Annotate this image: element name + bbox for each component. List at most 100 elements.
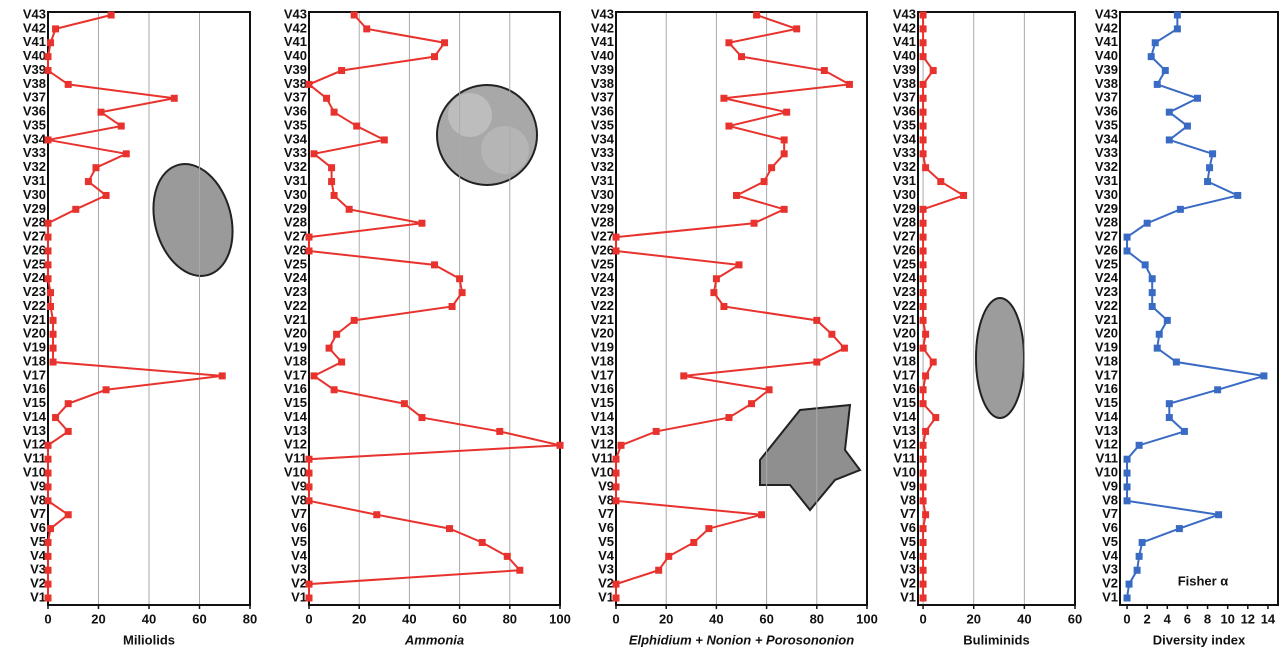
y-tick-label: V31 [1095, 173, 1118, 188]
y-tick-label: V30 [23, 187, 46, 202]
y-tick-label: V11 [894, 451, 916, 466]
y-tick-label: V37 [893, 90, 916, 105]
x-tick-label: 80 [810, 611, 824, 626]
data-point [44, 67, 52, 75]
y-tick-label: V41 [893, 34, 916, 49]
y-tick-label: V5 [1102, 534, 1118, 549]
plot-frame [615, 11, 868, 606]
y-tick-label: V21 [591, 312, 614, 327]
y-tick-label: V37 [284, 90, 307, 105]
y-tick-label: V42 [893, 20, 916, 35]
y-tick-label: V12 [1095, 437, 1118, 452]
data-point [47, 289, 55, 297]
series-line [1126, 15, 1265, 599]
data-point [1135, 552, 1143, 560]
data-point [44, 566, 52, 574]
y-tick-label: V31 [893, 173, 916, 188]
y-tick-label: V7 [900, 506, 916, 521]
data-point [305, 247, 313, 255]
data-point [64, 400, 72, 408]
data-point [1173, 25, 1181, 33]
data-point [612, 594, 620, 602]
y-tick-label: V19 [1095, 340, 1118, 355]
y-tick-label: V13 [284, 423, 307, 438]
data-point [328, 164, 336, 172]
data-point [919, 94, 927, 102]
y-tick-label: V41 [284, 34, 307, 49]
y-tick-label: V3 [1102, 562, 1118, 577]
y-tick-label: V31 [23, 173, 46, 188]
y-tick-label: V36 [591, 104, 614, 119]
data-point [725, 122, 733, 130]
y-tick-label: V34 [893, 131, 917, 146]
data-point [305, 233, 313, 241]
data-point [328, 178, 336, 186]
data-point [44, 136, 52, 144]
y-tick-label: V20 [23, 326, 46, 341]
y-tick-label: V6 [30, 520, 46, 535]
x-tick-label: 20 [91, 611, 105, 626]
y-tick-label: V28 [893, 215, 916, 230]
y-tick-label: V6 [291, 520, 307, 535]
y-tick-label: V31 [284, 173, 307, 188]
data-point [363, 25, 371, 33]
y-tick-label: V20 [1095, 326, 1118, 341]
data-point [305, 455, 313, 463]
data-point [1165, 108, 1173, 116]
data-point [1260, 372, 1268, 380]
ammonia-chamber [448, 93, 492, 137]
y-tick-label: V35 [284, 117, 307, 132]
y-tick-label: V39 [591, 62, 614, 77]
data-point [780, 205, 788, 213]
y-tick-label: V15 [1095, 395, 1118, 410]
x-tick-label: 14 [1261, 611, 1276, 626]
data-point [1183, 122, 1191, 130]
data-point [1214, 386, 1222, 394]
data-point [1180, 427, 1188, 435]
data-point [330, 108, 338, 116]
data-point [1155, 330, 1163, 338]
data-point [338, 358, 346, 366]
data-point [738, 53, 745, 61]
data-point [431, 53, 438, 61]
y-tick-label: V32 [23, 159, 46, 174]
y-tick-label: V2 [291, 576, 307, 591]
y-tick-label: V15 [23, 395, 46, 410]
data-point [44, 469, 52, 477]
x-tick-label: 100 [856, 611, 878, 626]
data-point [937, 178, 945, 186]
data-point [919, 497, 927, 505]
data-point [431, 261, 438, 269]
data-point [1123, 497, 1131, 505]
y-tick-label: V28 [1095, 215, 1118, 230]
data-point [305, 497, 313, 505]
data-point [919, 552, 927, 560]
data-point [612, 497, 620, 505]
y-tick-label: V1 [30, 589, 46, 604]
data-point [919, 80, 927, 88]
x-tick-label: 20 [966, 611, 980, 626]
data-point [919, 455, 927, 463]
y-tick-label: V24 [893, 270, 917, 285]
x-axis-label: Miliolids [123, 632, 175, 647]
data-point [64, 80, 72, 88]
data-point [1165, 400, 1173, 408]
data-point [400, 400, 408, 408]
y-tick-label: V22 [1095, 298, 1118, 313]
data-point [655, 566, 663, 574]
y-tick-label: V28 [23, 215, 46, 230]
data-point [44, 552, 52, 560]
y-tick-label: V11 [1096, 451, 1118, 466]
series-line [922, 15, 966, 598]
data-point [765, 386, 773, 394]
x-tick-label: 4 [1164, 611, 1172, 626]
y-tick-label: V8 [1102, 492, 1118, 507]
y-tick-label: V43 [893, 6, 916, 21]
data-point [1153, 80, 1161, 88]
data-point [325, 344, 333, 352]
x-tick-label: 60 [452, 611, 466, 626]
y-tick-label: V10 [591, 465, 614, 480]
y-tick-label: V1 [900, 589, 916, 604]
y-tick-label: V15 [284, 395, 307, 410]
y-tick-label: V40 [893, 48, 916, 63]
